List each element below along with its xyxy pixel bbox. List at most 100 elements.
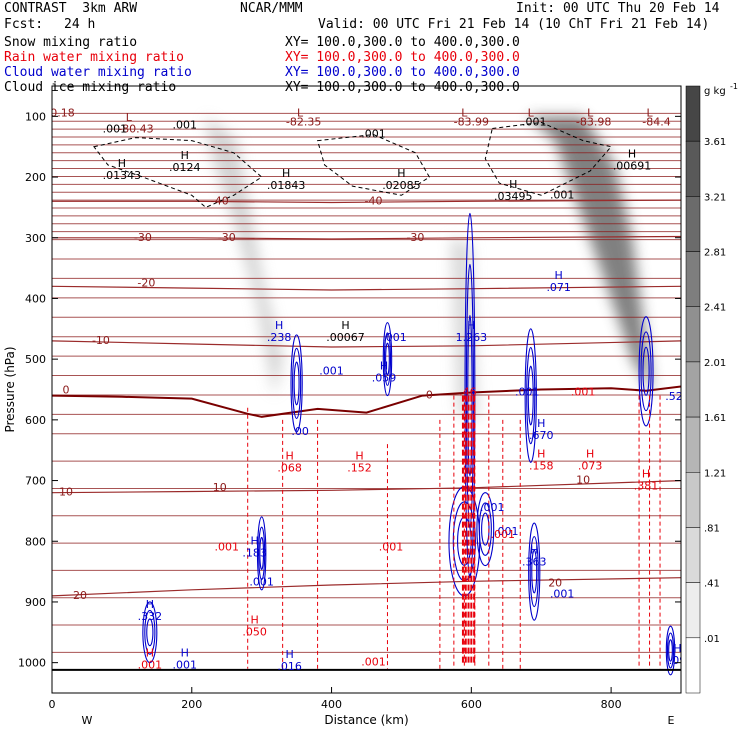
maximum-mark: H: [380, 360, 388, 373]
minimum-mark: L: [461, 106, 468, 119]
x-tick-label: 200: [181, 698, 202, 711]
minimum-mark: L: [646, 106, 653, 119]
colorbar-segment: [685, 637, 701, 694]
contour-label: .001: [361, 656, 386, 669]
maximum-value: .670: [529, 429, 554, 442]
isotherm-label: 0: [426, 389, 433, 402]
cloudwater-contour: [146, 618, 154, 647]
colorbar-segment: [685, 582, 701, 639]
contour-label: .001: [249, 576, 274, 589]
cloudwater-contour: [640, 331, 652, 412]
y-tick-label: 100: [25, 110, 46, 123]
isotherm-label: -10: [92, 334, 110, 347]
x-tick-label: 800: [601, 698, 622, 711]
cloudwater-contour: [144, 609, 156, 655]
snow-contour-1: [316, 134, 431, 196]
maximum-value: .00691: [613, 160, 652, 173]
y-tick-label: 700: [25, 475, 46, 488]
cloudwater-contour: [256, 516, 267, 591]
isotherm-label: 20: [548, 577, 562, 590]
isotherm--20: [52, 285, 681, 291]
maximum-value: .152: [347, 461, 372, 474]
maximum-mark: H: [181, 647, 189, 660]
isotherm-label: -82.35: [286, 115, 321, 128]
isotherm-label: -30: [218, 231, 236, 244]
maximum-mark: H: [251, 534, 259, 547]
y-tick-label: 800: [25, 535, 46, 548]
cloudwater-contour: [524, 328, 537, 463]
isotherm-label: -83.98: [576, 115, 611, 128]
init-time: Init: 00 UTC Thu 20 Feb 14: [516, 1, 720, 16]
maximum-mark: H: [355, 449, 363, 462]
maximum-value: .073: [578, 460, 603, 473]
colorbar-unit-exponent: -1: [730, 82, 738, 91]
cloudwater-contour: [290, 334, 303, 433]
colorbar-label: 2.01: [704, 358, 726, 369]
cloudwater-contour: [476, 492, 495, 567]
product-title: CONTRAST 3km ARW: [4, 1, 138, 16]
contour-label: .001: [515, 386, 540, 399]
cloudwater-contour: [385, 342, 390, 376]
x-tick-label: 0: [49, 698, 56, 711]
source-label: NCAR/MMM: [240, 1, 303, 16]
legend-cloudwater-name: Cloud water mixing ratio: [4, 65, 192, 80]
cloudwater-contour: [528, 522, 541, 621]
minimum-mark: L: [297, 106, 304, 119]
isotherm-label: -30: [134, 231, 152, 244]
isotherm-label: -80.43: [118, 123, 153, 136]
isotherm-label: -30: [406, 231, 424, 244]
legend-cloudwater-xy: XY= 100.0,300.0 to 400.0,300.0: [285, 65, 520, 80]
isotherm-label: 0: [62, 384, 69, 397]
valid-time: Valid: 00 UTC Fri 21 Feb 14 (10 ChT Fri …: [318, 17, 710, 32]
cloudwater-contour: [531, 549, 538, 594]
cloudwater-contour: [478, 502, 492, 556]
x-tick-label: 400: [321, 698, 342, 711]
contour-label: .001: [491, 528, 516, 541]
legend-rain-xy: XY= 100.0,300.0 to 400.0,300.0: [285, 50, 520, 65]
isotherm-10: [52, 480, 681, 494]
maximum-mark: H: [586, 448, 594, 461]
cloudwater-contour: [526, 346, 536, 445]
isotherm--30: [52, 235, 681, 240]
cloudwater-contour: [292, 347, 302, 419]
colorbar-segment: [685, 416, 701, 473]
colorbar-segment: [685, 251, 701, 307]
maximum-mark: H: [285, 449, 293, 462]
maximum-value: .00067: [326, 331, 365, 344]
contour-label: .001: [319, 364, 344, 377]
maximum-value: .02085: [382, 179, 421, 192]
legend-cloudice-xy: XY= 100.0,300.0 to 400.0,300.0: [285, 80, 520, 95]
cloudwater-contour: [665, 625, 676, 676]
colorbar-label: 1.61: [704, 413, 726, 424]
maximum-mark: H: [555, 269, 563, 282]
cloudwater-contour: [142, 601, 158, 664]
cloudwater-contour: [666, 632, 675, 669]
maximum-value: .03495: [494, 190, 533, 203]
y-axis-label: Pressure (hPa): [3, 346, 17, 432]
maximum-value: .068: [277, 461, 302, 474]
cloudwater-contour: [668, 639, 673, 662]
maximum-mark: H: [509, 178, 517, 191]
cloud-ice-plume-east: [527, 116, 654, 396]
maximum-mark: H: [275, 319, 283, 332]
colorbar-segment: [685, 361, 701, 418]
maximum-mark: H: [537, 417, 545, 430]
isotherm--40: [52, 199, 681, 204]
contour-label: .001: [550, 588, 575, 601]
contour-label: .001: [571, 386, 596, 399]
forecast-hour: 24 h: [64, 17, 96, 32]
contour-label: .001: [480, 501, 505, 514]
maximum-mark: H: [537, 448, 545, 461]
contour-label: .001: [173, 118, 198, 131]
colorbar-segment: [685, 196, 701, 252]
isotherm-0: [52, 385, 681, 418]
contour-label: .001: [361, 128, 386, 141]
y-tick-label: 900: [25, 596, 46, 609]
x-tick-label: 600: [461, 698, 482, 711]
cloudwater-contour: [638, 316, 654, 427]
maximum-value: .01343: [103, 169, 142, 182]
y-tick-label: 400: [25, 292, 46, 305]
maximum-value: .09: [669, 654, 687, 667]
maximum-mark: H: [181, 149, 189, 162]
